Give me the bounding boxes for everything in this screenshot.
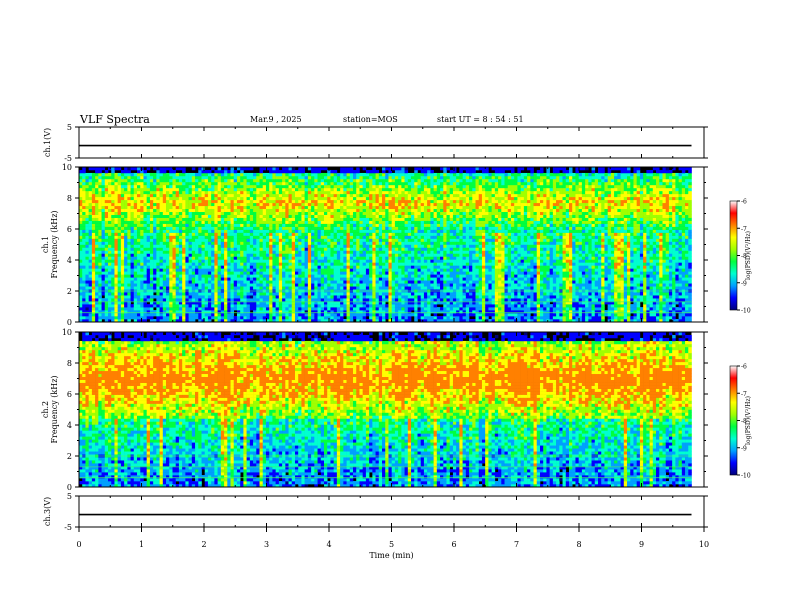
colorbar-tick-label: -10 <box>741 473 751 480</box>
y-tick-label: 10 <box>62 163 72 172</box>
y-tick-label: 4 <box>67 421 72 430</box>
y-axis-label-channel: ch.2 <box>41 401 50 418</box>
panel-frame <box>79 496 704 527</box>
x-tick-label: 0 <box>76 540 81 549</box>
y-tick-label: 2 <box>67 452 72 461</box>
colorbar-tick-label: -9 <box>741 280 747 287</box>
x-tick-label: 6 <box>451 540 456 549</box>
y-axis-label: ch.1(V) <box>43 128 52 157</box>
ch1-voltage: 5 -5 ch.1(V) <box>43 123 708 163</box>
colorbar-label: log(PSD)(V²/Hz) <box>745 231 752 280</box>
y-axis-label-frequency: Frequency (kHz) <box>50 375 59 443</box>
y-axis-label-channel: ch.1 <box>41 236 50 253</box>
x-tick-label: 8 <box>576 540 581 549</box>
colorbar-tick-label: -6 <box>741 199 747 206</box>
x-tick-label: 3 <box>264 540 269 549</box>
colorbar <box>730 366 737 475</box>
y-tick-label: 8 <box>67 359 72 368</box>
colorbar-tick-label: -6 <box>741 364 747 371</box>
colorbar-tick-label: -10 <box>741 308 751 315</box>
x-tick-label: 1 <box>139 540 144 549</box>
y-tick-label: 4 <box>67 256 72 265</box>
y-tick-label: 10 <box>62 328 72 337</box>
y-tick-label: 2 <box>67 287 72 296</box>
spectrogram-cells <box>79 167 692 322</box>
y-tick-label: 0 <box>67 483 72 492</box>
y-axis-label: ch.3(V) <box>43 497 52 526</box>
x-axis-label: Time (min) <box>369 551 413 560</box>
y-tick-label: 6 <box>67 390 72 399</box>
spectrogram-cells <box>79 332 692 487</box>
colorbar-label: log(PSD)(V²/Hz) <box>745 396 752 445</box>
x-tick-label: 5 <box>389 540 394 549</box>
y-tick-label: 6 <box>67 225 72 234</box>
y-tick-label: -5 <box>64 154 72 163</box>
x-tick-label: 9 <box>639 540 644 549</box>
y-tick-label: 0 <box>67 318 72 327</box>
ch3-voltage: 5 -5 ch.3(V) <box>43 492 708 532</box>
x-tick-label: 10 <box>699 540 709 549</box>
panel-frame <box>79 127 704 158</box>
y-tick-label: 5 <box>67 492 72 501</box>
colorbar <box>730 201 737 310</box>
x-tick-label: 2 <box>201 540 206 549</box>
y-tick-label: -5 <box>64 523 72 532</box>
colorbar-tick-label: -9 <box>741 445 747 452</box>
y-tick-label: 8 <box>67 194 72 203</box>
y-axis-label-frequency: Frequency (kHz) <box>50 210 59 278</box>
x-tick-label: 7 <box>514 540 519 549</box>
x-tick-label: 4 <box>326 540 331 549</box>
y-tick-label: 5 <box>67 123 72 132</box>
